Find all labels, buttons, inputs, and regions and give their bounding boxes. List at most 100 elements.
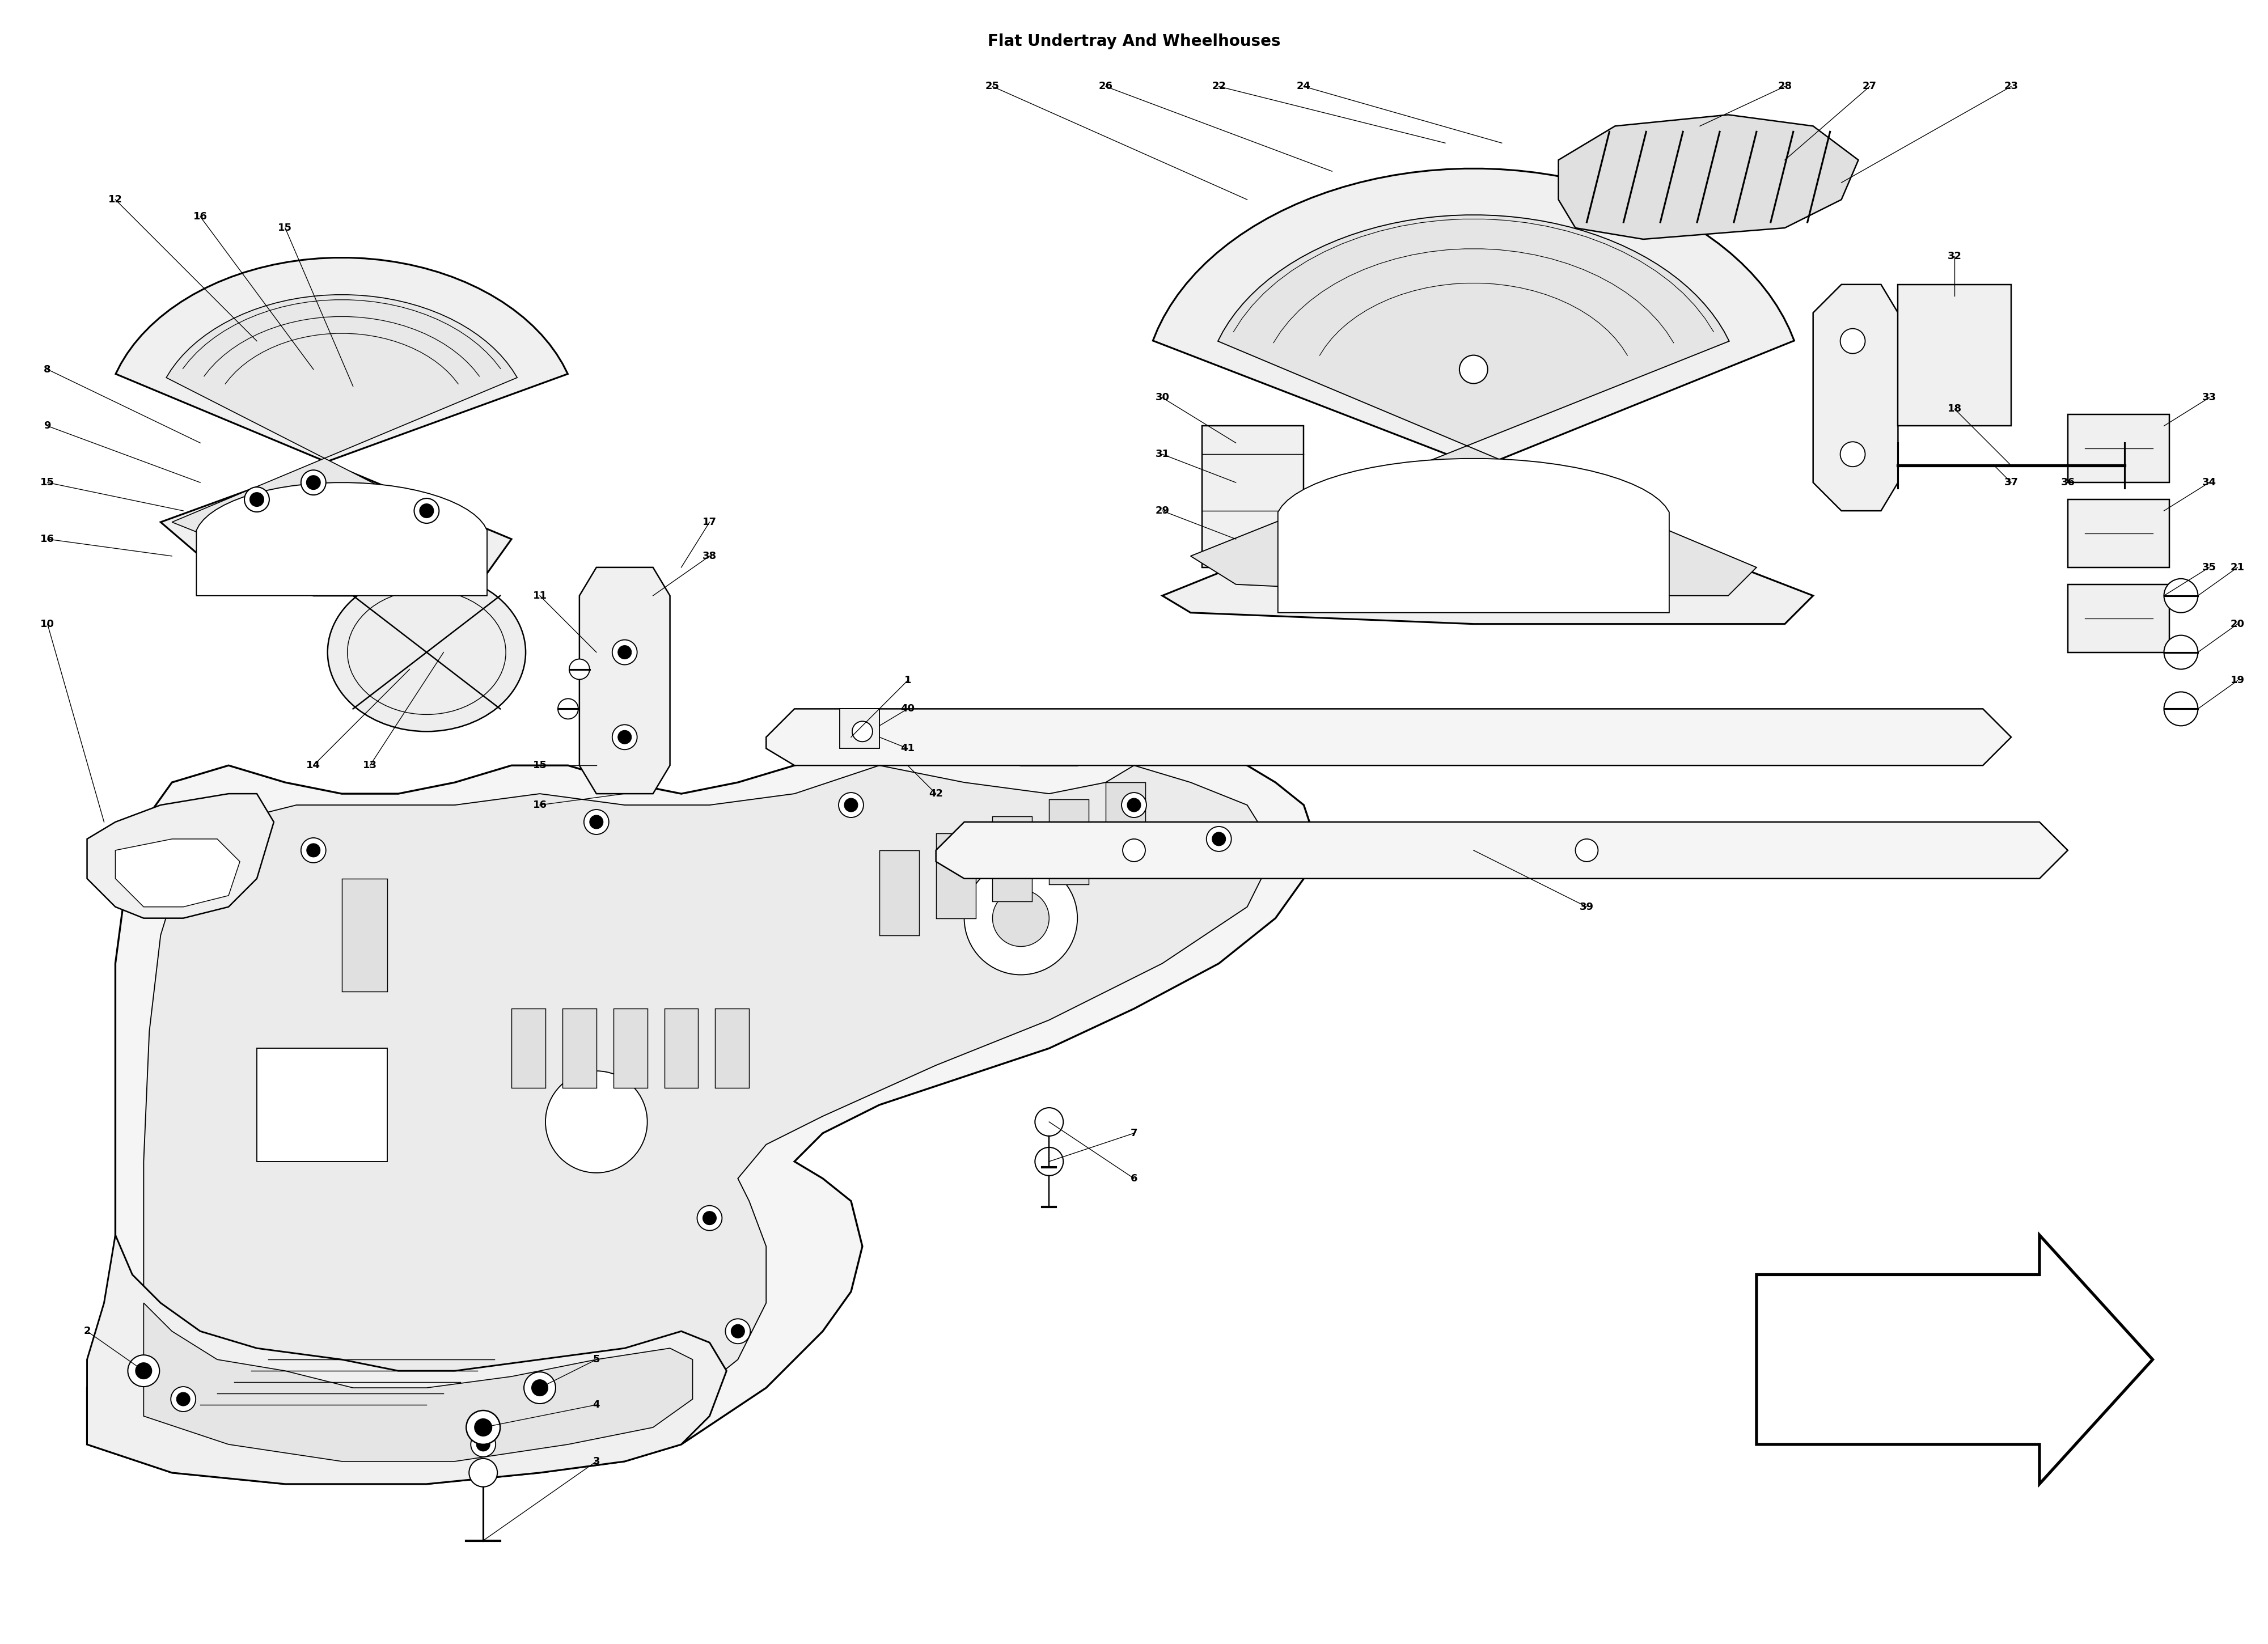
Circle shape	[127, 1355, 159, 1386]
Polygon shape	[1152, 169, 1812, 625]
Ellipse shape	[327, 574, 526, 732]
Circle shape	[1211, 832, 1225, 845]
Text: 17: 17	[703, 516, 717, 528]
Polygon shape	[1558, 115, 1857, 240]
Text: 36: 36	[2062, 477, 2075, 488]
Polygon shape	[612, 1009, 646, 1088]
Polygon shape	[1050, 799, 1089, 884]
Text: 42: 42	[930, 789, 943, 799]
Circle shape	[245, 487, 270, 511]
Circle shape	[2164, 692, 2198, 725]
Circle shape	[177, 1392, 191, 1406]
Polygon shape	[1898, 284, 2012, 426]
Text: 23: 23	[2005, 81, 2019, 92]
Circle shape	[617, 646, 631, 659]
Circle shape	[467, 1411, 501, 1445]
Polygon shape	[1277, 459, 1669, 613]
Circle shape	[1458, 355, 1488, 383]
Text: 8: 8	[43, 365, 50, 375]
Circle shape	[558, 699, 578, 718]
Circle shape	[569, 659, 590, 679]
Circle shape	[136, 1363, 152, 1379]
Polygon shape	[937, 834, 975, 919]
Text: 14: 14	[306, 760, 320, 771]
Text: 19: 19	[2229, 676, 2245, 686]
Text: 12: 12	[109, 194, 122, 205]
Circle shape	[469, 1458, 497, 1486]
Polygon shape	[665, 1009, 699, 1088]
Circle shape	[612, 725, 637, 750]
Polygon shape	[1755, 1235, 2152, 1485]
Circle shape	[612, 640, 637, 664]
Circle shape	[420, 505, 433, 518]
Circle shape	[1034, 1108, 1064, 1136]
Text: 13: 13	[363, 760, 376, 771]
Circle shape	[1576, 838, 1599, 861]
Polygon shape	[2068, 414, 2170, 482]
Polygon shape	[880, 850, 919, 935]
Text: 1: 1	[905, 676, 912, 686]
Polygon shape	[197, 483, 488, 595]
Text: 26: 26	[1098, 81, 1114, 92]
Circle shape	[472, 1432, 497, 1457]
Circle shape	[249, 493, 263, 506]
Polygon shape	[342, 878, 388, 991]
Polygon shape	[116, 838, 240, 907]
Circle shape	[590, 815, 603, 829]
Text: 18: 18	[1948, 404, 1962, 414]
Circle shape	[583, 809, 608, 835]
Polygon shape	[86, 794, 274, 919]
Text: 25: 25	[984, 81, 1000, 92]
Text: 34: 34	[2202, 477, 2216, 488]
Circle shape	[524, 1373, 556, 1404]
Circle shape	[474, 1419, 492, 1435]
Text: 3: 3	[592, 1457, 601, 1466]
Circle shape	[1034, 1148, 1064, 1175]
Polygon shape	[143, 766, 1275, 1445]
Text: 15: 15	[279, 224, 293, 233]
Circle shape	[2164, 579, 2198, 613]
Circle shape	[964, 861, 1077, 975]
Circle shape	[730, 1325, 744, 1338]
Text: 22: 22	[1211, 81, 1227, 92]
Text: 37: 37	[2005, 477, 2019, 488]
Circle shape	[1123, 792, 1145, 817]
Text: Flat Undertray And Wheelhouses: Flat Undertray And Wheelhouses	[987, 33, 1281, 49]
Text: 16: 16	[533, 801, 547, 810]
Circle shape	[170, 1386, 195, 1412]
Circle shape	[617, 730, 631, 745]
Polygon shape	[714, 1009, 748, 1088]
Text: 7: 7	[1129, 1128, 1139, 1138]
Text: 40: 40	[900, 704, 914, 713]
Polygon shape	[562, 1009, 596, 1088]
Circle shape	[2164, 635, 2198, 669]
Circle shape	[993, 889, 1050, 947]
Text: 2: 2	[84, 1327, 91, 1337]
Circle shape	[703, 1212, 717, 1225]
Circle shape	[1123, 838, 1145, 861]
Text: 35: 35	[2202, 562, 2216, 572]
Polygon shape	[86, 737, 1315, 1485]
Text: 31: 31	[1154, 449, 1170, 459]
Polygon shape	[1191, 215, 1755, 595]
Text: 10: 10	[41, 618, 54, 630]
Text: 4: 4	[592, 1399, 601, 1411]
Polygon shape	[937, 822, 2068, 878]
Polygon shape	[1812, 284, 1898, 511]
Text: 41: 41	[900, 743, 914, 753]
Text: 32: 32	[1948, 252, 1962, 261]
Text: 30: 30	[1154, 393, 1170, 403]
Text: 15: 15	[41, 477, 54, 488]
Polygon shape	[767, 709, 2012, 766]
Polygon shape	[839, 709, 880, 748]
Text: 5: 5	[592, 1355, 601, 1365]
Polygon shape	[513, 1009, 544, 1088]
Text: 6: 6	[1129, 1174, 1139, 1184]
Polygon shape	[256, 1049, 388, 1162]
Circle shape	[306, 843, 320, 857]
Polygon shape	[116, 258, 567, 595]
Text: 11: 11	[533, 590, 547, 600]
Text: 33: 33	[2202, 393, 2216, 403]
Circle shape	[853, 722, 873, 741]
Circle shape	[726, 1318, 751, 1343]
